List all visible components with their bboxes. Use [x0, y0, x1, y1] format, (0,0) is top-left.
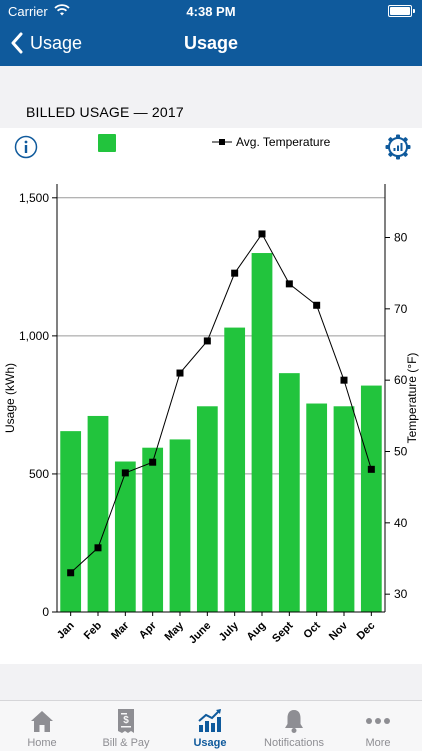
tab-bill-pay[interactable]: $ Bill & Pay [84, 701, 168, 751]
x-tick-label-june: June [187, 620, 214, 647]
temperature-point-july [231, 269, 239, 277]
legend-temperature-label: Avg. Temperature [236, 135, 331, 149]
bar-dec [360, 385, 382, 612]
x-tick-label-nov: Nov [327, 619, 351, 643]
tab-notifications[interactable]: Notifications [252, 701, 336, 751]
usage-chart: 0 500 1,000 1,500 30 40 50 60 70 80 Usage (kWh) Tem… [3, 184, 419, 647]
temperature-point-feb [94, 544, 102, 552]
x-tick-label-aug: Aug [245, 620, 269, 644]
bar-feb [87, 415, 109, 612]
y-tick-label: 1,500 [19, 191, 49, 205]
home-icon [31, 711, 53, 732]
y2-tick-label: 40 [394, 516, 408, 530]
x-tick-label-oct: Oct [301, 619, 323, 641]
x-tick-label-dec: Dec [355, 620, 378, 643]
x-tick-label-sept: Sept [270, 619, 296, 645]
y2-tick-label: 50 [394, 445, 408, 459]
tab-home[interactable]: Home [0, 701, 84, 751]
x-tick-label-july: July [217, 619, 242, 644]
x-tick-label-feb: Feb [82, 619, 105, 642]
temperature-point-apr [149, 458, 157, 466]
navigation-bar: Usage Usage [0, 22, 422, 66]
temperature-line [70, 232, 372, 574]
temperature-point-mar [121, 469, 129, 477]
back-button-label: Usage [30, 32, 83, 53]
bell-icon [285, 710, 303, 733]
temperature-point-oct [313, 301, 321, 309]
bar-may [169, 439, 191, 612]
tab-bar: Home $ Bill & Pay Usage Notifications [0, 700, 422, 751]
tab-bill-pay-label: Bill & Pay [102, 737, 150, 749]
status-time: 4:38 PM [186, 4, 236, 19]
x-tick-label-may: May [162, 619, 186, 643]
temperature-point-jan [67, 569, 75, 577]
tab-more[interactable]: More [336, 701, 420, 751]
temperature-point-dec [367, 465, 375, 473]
y2-tick-label: 30 [394, 587, 408, 601]
bar-june [196, 406, 218, 612]
y-tick-label: 1,000 [19, 329, 49, 343]
tab-usage-label: Usage [193, 737, 227, 749]
back-button[interactable]: Usage [10, 32, 82, 54]
svg-text:$: $ [123, 715, 129, 726]
bar-sept [278, 373, 300, 612]
y2-tick-label: 80 [394, 231, 408, 245]
bar-aug [251, 253, 273, 612]
tab-home-label: Home [27, 737, 57, 749]
y-tick-label: 0 [42, 605, 49, 619]
battery-icon [388, 5, 415, 17]
bar-mar [114, 461, 136, 612]
chart-settings-gear-icon[interactable] [384, 133, 412, 161]
tab-more-label: More [365, 737, 391, 749]
tab-notifications-label: Notifications [264, 737, 324, 749]
y-tick-label: 500 [29, 467, 49, 481]
temperature-point-june [203, 337, 211, 345]
x-tick-label-apr: Apr [137, 619, 159, 641]
x-tick-label-jan: Jan [55, 619, 77, 641]
temperature-point-aug [258, 230, 266, 238]
y2-tick-label: 60 [394, 373, 408, 387]
bar-jan [60, 431, 82, 612]
temperature-point-may [176, 369, 184, 377]
bar-july [224, 327, 246, 612]
x-tick-label-mar: Mar [109, 619, 132, 642]
legend-temperature: Avg. Temperature [212, 135, 330, 149]
bar-oct [306, 403, 328, 612]
bar-apr [142, 447, 164, 612]
more-icon [366, 718, 390, 724]
legend-line-marker-icon [212, 139, 232, 145]
bar-nov [333, 406, 355, 612]
y2-tick-label: 70 [394, 302, 408, 316]
bill-icon: $ [118, 709, 134, 733]
temperature-point-sept [285, 280, 293, 288]
usage-chart-icon [198, 709, 221, 732]
y-axis-label: Usage (kWh) [3, 363, 17, 433]
temperature-point-nov [340, 376, 348, 384]
status-bar: Carrier 4:38 PM [0, 0, 422, 22]
carrier-label: Carrier [8, 4, 48, 19]
info-icon[interactable] [14, 135, 38, 159]
y2-axis-label: Temperature (°F) [405, 353, 419, 444]
chevron-left-icon [11, 32, 23, 54]
tab-usage[interactable]: Usage [168, 701, 252, 751]
page-title: Usage [183, 33, 239, 53]
wifi-icon [54, 4, 70, 16]
legend-usage-swatch [98, 134, 116, 152]
section-title: BILLED USAGE — 2017 [26, 104, 184, 120]
